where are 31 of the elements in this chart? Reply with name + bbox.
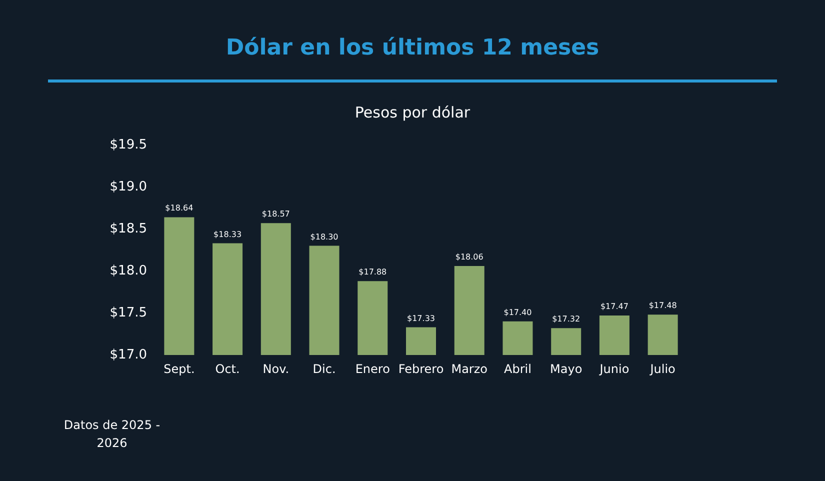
data-label: $17.40 — [504, 308, 532, 317]
x-tick-label: Oct. — [215, 362, 240, 376]
y-tick-label: $18.5 — [110, 222, 147, 236]
data-label: $18.33 — [214, 230, 242, 239]
y-tick-label: $19.5 — [110, 138, 147, 152]
x-tick-label: Abril — [504, 362, 532, 376]
x-tick-label: Junio — [598, 362, 630, 376]
y-tick-label: $19.0 — [110, 180, 147, 194]
x-tick-label: Enero — [355, 362, 390, 376]
data-label: $18.30 — [310, 232, 338, 242]
x-tick-label: Mayo — [550, 362, 582, 376]
data-label: $18.06 — [455, 252, 484, 262]
data-label: $18.57 — [262, 210, 290, 219]
y-tick-label: $17.0 — [110, 348, 147, 362]
data-label: $17.32 — [552, 314, 580, 324]
x-tick-label: Sept. — [164, 362, 195, 376]
x-tick-label: Julio — [649, 362, 676, 376]
x-tick-label: Dic. — [312, 362, 336, 376]
x-tick-label: Marzo — [451, 362, 488, 376]
chart-subtitle: Pesos por dólar — [354, 104, 471, 122]
y-tick-label: $17.5 — [110, 306, 147, 320]
data-label: $17.47 — [600, 302, 628, 312]
data-label: $17.33 — [407, 314, 435, 323]
x-tick-label: Febrero — [398, 362, 444, 376]
data-label: $17.88 — [358, 268, 387, 277]
data-label: $18.64 — [165, 204, 194, 213]
data-label: $17.48 — [648, 301, 677, 310]
x-tick-label: Nov. — [262, 362, 290, 376]
text: Datos de 2025 - 2026 — [64, 418, 160, 450]
chart-title: Dólar en los últimos 12 meses — [226, 36, 600, 60]
y-tick-label: $18.0 — [110, 264, 147, 278]
